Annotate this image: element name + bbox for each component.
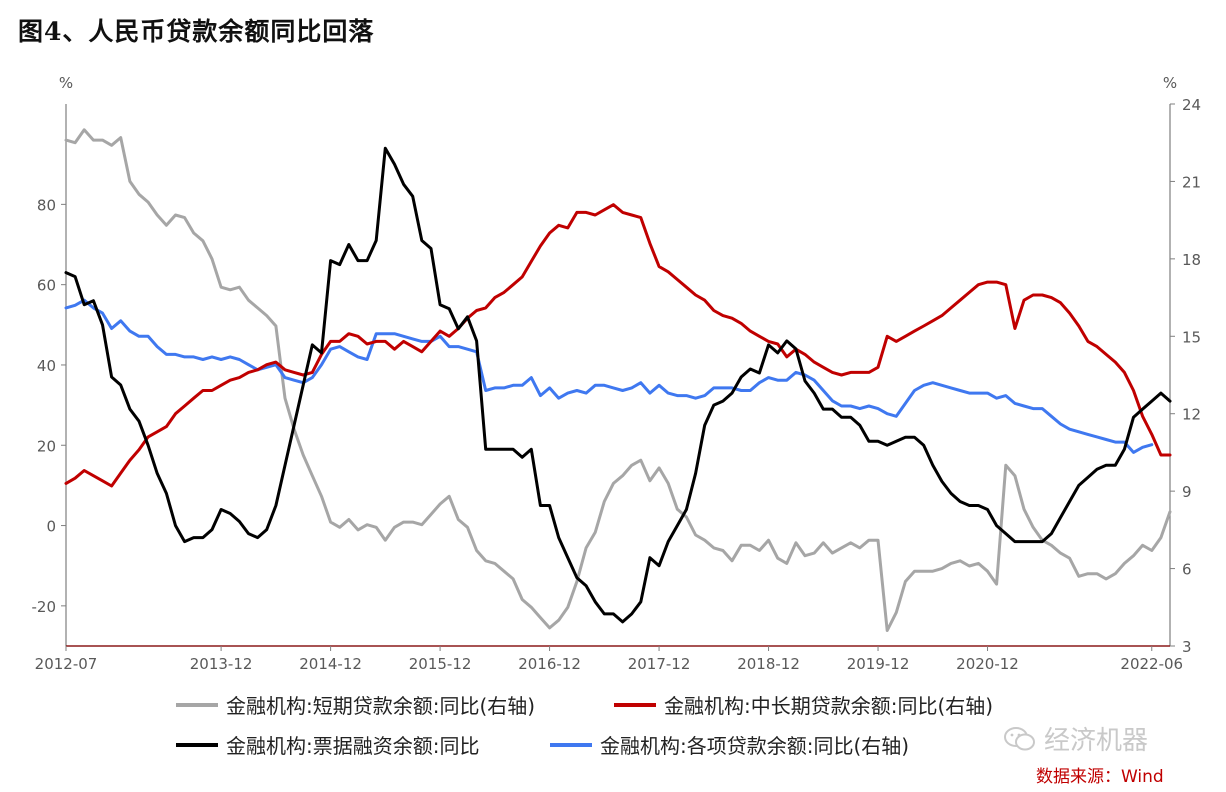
right-tick-label: 6 xyxy=(1182,561,1192,579)
chart-axes xyxy=(61,103,1175,651)
legend-swatch-short-term xyxy=(176,702,218,707)
right-tick-label: 18 xyxy=(1182,251,1201,269)
right-axis-unit: % xyxy=(1163,74,1177,92)
right-tick-label: 9 xyxy=(1182,483,1192,501)
left-axis-unit: % xyxy=(59,74,73,92)
data-source: 数据来源：Wind xyxy=(1036,767,1164,787)
right-tick-label: 15 xyxy=(1182,328,1201,346)
legend-label-short-term: 金融机构:短期贷款余额:同比(右轴) xyxy=(226,694,536,718)
x-tick-label: 2017-12 xyxy=(628,655,691,673)
x-tick-label: 2018-12 xyxy=(737,655,800,673)
x-tick-label: 2019-12 xyxy=(847,655,910,673)
watermark: 经济机器 xyxy=(1004,720,1148,757)
x-tick-label: 2016-12 xyxy=(518,655,581,673)
legend-item-total-loans: 金融机构:各项贷款余额:同比(右轴) xyxy=(550,730,909,759)
chart-series xyxy=(64,128,1172,632)
x-tick-label: 2022-06 xyxy=(1120,655,1183,673)
left-tick-label: 20 xyxy=(37,437,56,455)
page-title: 图4、人民币贷款余额同比回落 xyxy=(18,17,375,46)
left-tick-label: 0 xyxy=(46,518,56,536)
legend-swatch-long-term xyxy=(614,702,656,707)
legend-label-long-term: 金融机构:中长期贷款余额:同比(右轴) xyxy=(664,694,994,718)
x-tick-label: 2020-12 xyxy=(956,655,1019,673)
legend-item-long-term: 金融机构:中长期贷款余额:同比(右轴) xyxy=(614,690,993,719)
series-line-bill-financing xyxy=(64,146,1172,624)
left-tick-label: -20 xyxy=(32,598,57,616)
legend-item-short-term: 金融机构:短期贷款余额:同比(右轴) xyxy=(176,690,535,719)
series-line-short-term xyxy=(64,128,1172,632)
left-tick-label: 60 xyxy=(37,277,56,295)
right-tick-label: 3 xyxy=(1182,638,1192,656)
legend-item-bill-financing: 金融机构:票据融资余额:同比 xyxy=(176,730,479,759)
series-line-long-term xyxy=(64,203,1172,488)
chart-tick-labels: -20 0 20 40 60 80 3 6 9 12 15 18 21 24% % 2012-07 2013-1… xyxy=(32,74,1202,673)
x-tick-label: 2015-12 xyxy=(409,655,472,673)
x-tick-label: 2014-12 xyxy=(299,655,362,673)
legend-swatch-total-loans xyxy=(550,742,592,747)
series-line-total-loans xyxy=(64,298,1154,454)
legend-swatch-bill-financing xyxy=(176,742,218,747)
right-tick-label: 12 xyxy=(1182,406,1201,424)
left-tick-label: 80 xyxy=(37,196,56,214)
right-tick-label: 21 xyxy=(1182,173,1201,191)
legend-label-bill-financing: 金融机构:票据融资余额:同比 xyxy=(226,734,480,758)
x-tick-label: 2013-12 xyxy=(190,655,253,673)
x-tick-label: 2012-07 xyxy=(35,655,98,673)
legend-label-total-loans: 金融机构:各项贷款余额:同比(右轴) xyxy=(600,734,910,758)
wechat-icon xyxy=(1004,726,1035,750)
left-tick-label: 40 xyxy=(37,357,56,375)
watermark-text: 经济机器 xyxy=(1044,726,1149,756)
right-tick-label: 24 xyxy=(1182,96,1201,114)
